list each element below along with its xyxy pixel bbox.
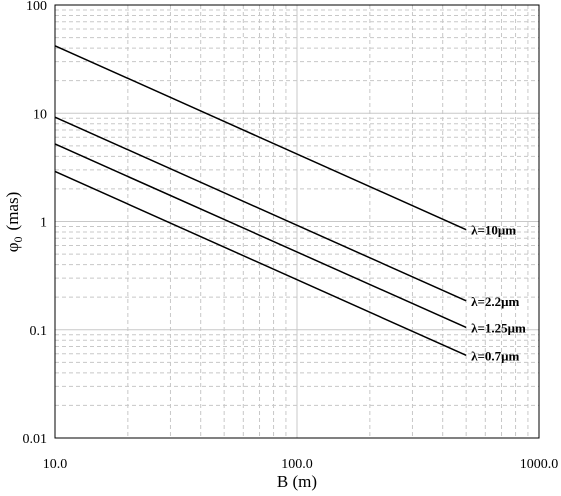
y-tick-labels: 0.01 0.1 1 10 100 — [23, 0, 48, 447]
series-labels: λ=10μm λ=2.2μm λ=1.25μm λ=0.7μm — [471, 223, 526, 364]
series-label-3: λ=1.25μm — [471, 320, 526, 335]
series-label-2: λ=2.2μm — [471, 294, 519, 309]
series-line-4 — [54, 170, 467, 357]
grid — [54, 5, 539, 439]
y-tick-label: 1 — [40, 216, 47, 231]
x-tick-label: 100.0 — [281, 457, 313, 472]
series-label-4: λ=0.7μm — [471, 348, 519, 363]
x-axis-label: B (m) — [277, 472, 317, 491]
y-axis-label-subscript: 0 — [11, 236, 25, 242]
series-line-2 — [54, 116, 467, 302]
y-tick-label: 0.1 — [30, 324, 48, 339]
y-axis-label-symbol: φ — [3, 242, 22, 252]
series-group — [54, 45, 467, 357]
series-label-1: λ=10μm — [471, 223, 516, 238]
y-axis-label-units: (mas) — [3, 192, 22, 231]
series-line-3 — [54, 143, 467, 329]
y-tick-label: 10 — [33, 107, 47, 122]
y-tick-label: 100 — [26, 0, 47, 14]
x-tick-label: 10.0 — [43, 457, 68, 472]
y-axis-label: φ0 (mas) — [3, 192, 25, 253]
x-tick-label: 1000.0 — [520, 457, 559, 472]
series-line-1 — [54, 45, 467, 231]
x-tick-labels: 10.0 100.0 1000.0 — [43, 457, 559, 472]
y-tick-label: 0.01 — [23, 432, 48, 447]
plot-frame — [54, 4, 540, 439]
